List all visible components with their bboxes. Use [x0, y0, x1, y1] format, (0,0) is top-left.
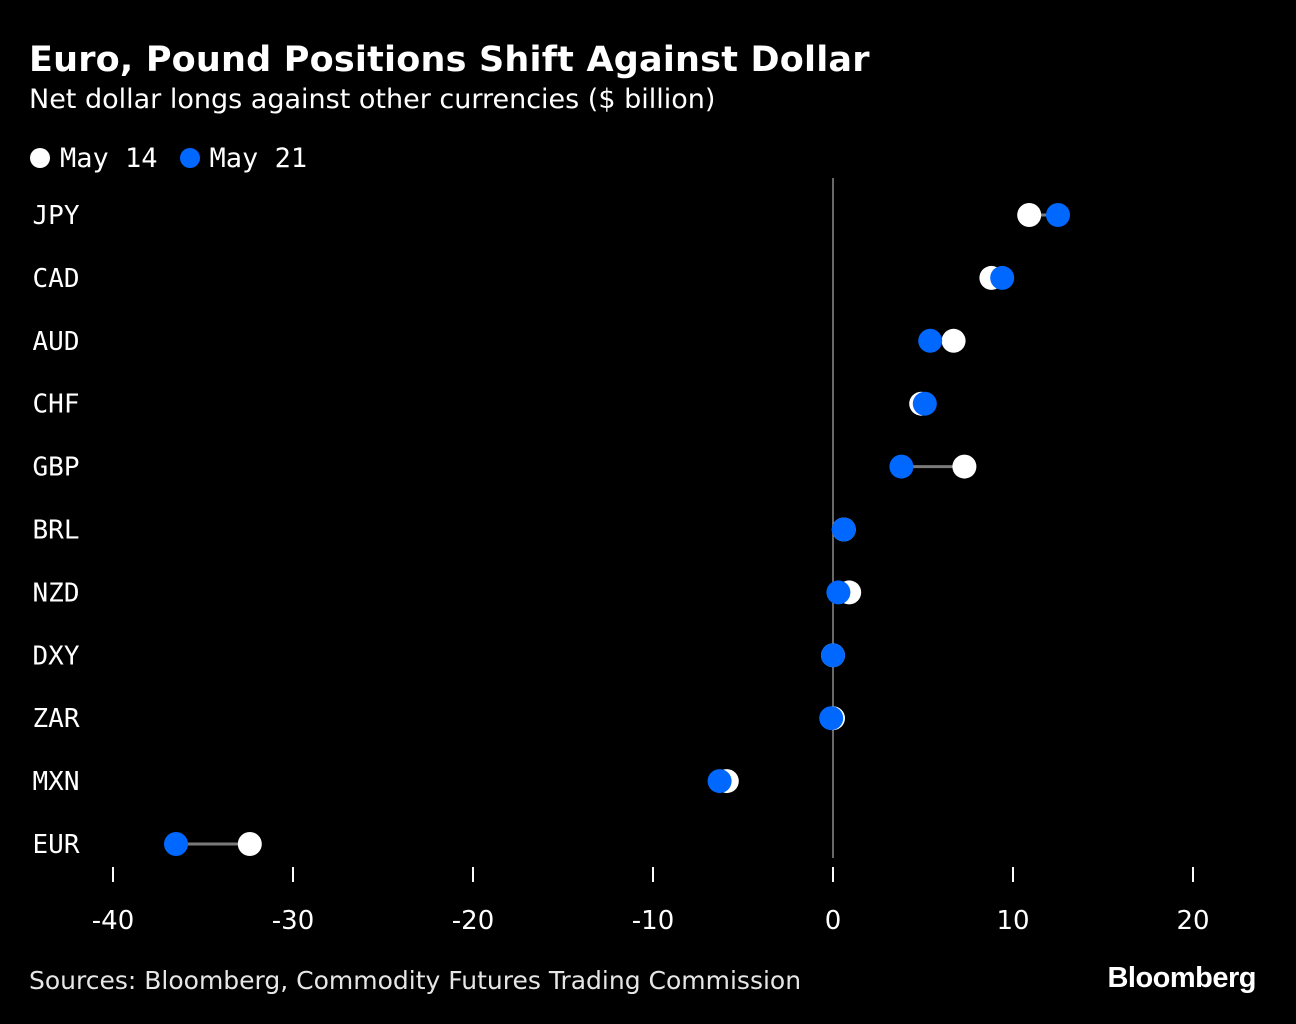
- x-tick-label: 10: [996, 906, 1029, 936]
- dot-may-14: [952, 454, 977, 479]
- legend: May 14 May 21: [30, 142, 329, 174]
- category-label: ZAR: [33, 704, 80, 734]
- dot-may-21: [707, 769, 732, 794]
- category-label: NZD: [33, 578, 80, 608]
- category-label: CAD: [33, 264, 80, 294]
- category-label: BRL: [33, 516, 80, 546]
- dot-may-21: [826, 580, 851, 605]
- x-tick-label: 20: [1176, 906, 1209, 936]
- chart-title: Euro, Pound Positions Shift Against Doll…: [29, 40, 870, 80]
- legend-item-may-14: May 14: [30, 143, 158, 174]
- category-label: DXY: [33, 641, 80, 671]
- dot-may-21: [990, 265, 1015, 290]
- x-tick-label: 0: [825, 906, 842, 936]
- legend-item-may-21: May 21: [179, 142, 308, 174]
- category-label: EUR: [33, 830, 80, 860]
- dot-may-21: [1046, 203, 1070, 227]
- dot-may-21: [889, 454, 914, 479]
- x-tick-label: -40: [92, 906, 134, 936]
- dot-may-14: [1017, 203, 1042, 227]
- category-label: JPY: [33, 201, 80, 231]
- x-tick-label: -10: [632, 906, 674, 936]
- chart-subtitle: Net dollar longs against other currencie…: [29, 84, 716, 115]
- dot-may-21: [821, 643, 845, 668]
- dot-may-21: [918, 328, 943, 353]
- category-label: CHF: [33, 390, 80, 420]
- legend-swatch-may-21: [179, 148, 200, 168]
- dot-may-21: [819, 706, 844, 731]
- category-label: AUD: [33, 327, 80, 357]
- category-label: MXN: [33, 767, 80, 797]
- x-tick-label: -20: [452, 906, 494, 936]
- legend-swatch-may-14: [30, 148, 50, 168]
- dot-may-14: [237, 832, 262, 856]
- x-tick-label: -30: [272, 906, 314, 936]
- dot-may-21: [831, 517, 856, 542]
- dot-may-21: [912, 391, 937, 416]
- legend-label-may-14: May 14: [60, 142, 158, 174]
- category-label: GBP: [33, 453, 80, 483]
- source-note: Sources: Bloomberg, Commodity Futures Tr…: [29, 966, 802, 995]
- dot-may-14: [941, 328, 966, 353]
- dot-may-21: [164, 832, 188, 856]
- bloomberg-logo: Bloomberg: [1107, 962, 1256, 994]
- legend-label-may-21: May 21: [209, 142, 308, 174]
